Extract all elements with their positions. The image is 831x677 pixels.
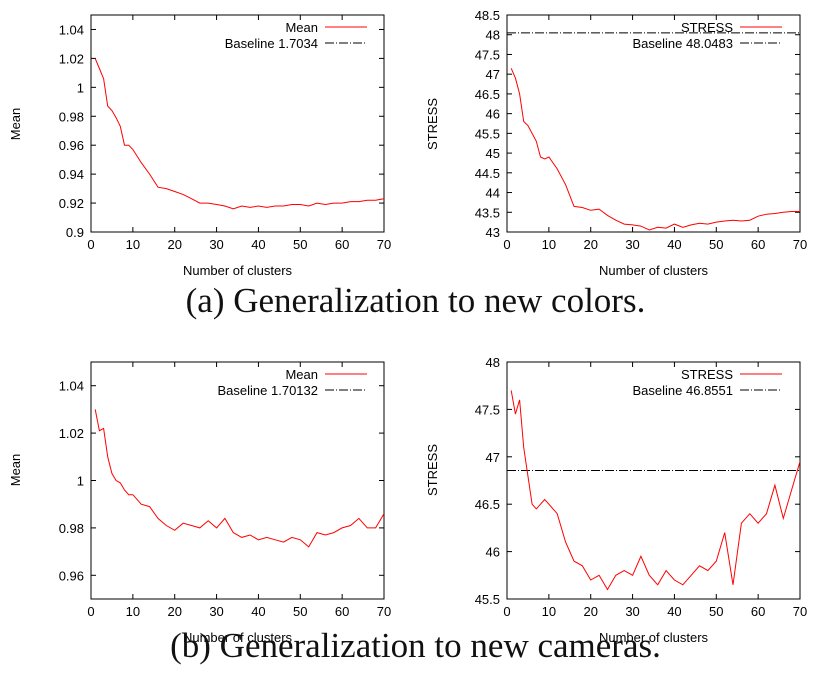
legend-series-label: STRESS [681,367,733,382]
y-tick-label: 0.96 [59,568,84,583]
x-tick-label: 50 [293,237,307,252]
y-tick-label: 1.02 [59,51,84,66]
y-tick-label: 45.5 [475,126,500,141]
x-tick-label: 20 [583,237,597,252]
y-tick-label: 1.04 [59,22,84,37]
x-tick-label: 10 [542,237,556,252]
legend-baseline-label: Baseline 46.8551 [633,383,733,398]
y-tick-label: 47 [486,67,500,82]
caption-b: (b) Generalization to new cameras. [170,626,661,665]
legend-baseline-label: Baseline 1.70132 [218,383,318,398]
y-tick-label: 43.5 [475,205,500,220]
y-tick-label: 45 [486,146,500,161]
y-tick-label: 0.9 [66,225,84,240]
y-tick-label: 46 [486,545,500,560]
x-tick-label: 20 [583,604,597,619]
x-tick-label: 70 [377,604,391,619]
y-tick-label: 48.5 [475,8,500,23]
x-axis-label: Number of clusters [599,263,709,278]
y-tick-label: 0.98 [59,521,84,536]
x-tick-label: 20 [167,237,181,252]
series-line-stress [510,68,800,231]
caption-a: (a) Generalization to new colors. [185,281,646,320]
y-tick-label: 48 [486,355,500,370]
x-tick-label: 10 [126,604,140,619]
y-tick-label: 43 [486,225,500,240]
y-tick-label: 1 [77,474,84,489]
x-tick-label: 40 [251,604,265,619]
x-tick-label: 30 [625,237,639,252]
y-tick-label: 44.5 [475,166,500,181]
x-axis-label: Number of clusters [599,630,709,645]
y-axis-label: STRESS [425,98,440,150]
y-tick-label: 0.96 [59,138,84,153]
y-tick-label: 1.04 [59,379,84,394]
y-axis-label: Mean [8,454,23,487]
x-tick-label: 20 [167,604,181,619]
x-tick-label: 50 [709,604,723,619]
x-tick-label: 40 [667,604,681,619]
y-tick-label: 46 [486,107,500,122]
series-line-mean [94,58,384,210]
y-tick-label: 44 [486,186,500,201]
y-tick-label: 1.02 [59,426,84,441]
legend-series-label: STRESS [681,20,733,35]
y-tick-label: 0.94 [59,167,84,182]
series-line-stress [510,390,800,591]
x-tick-label: 30 [209,604,223,619]
chart-2: 0 10 20 30 40 50 60 70 43 43.5 44 44.5 45 45.5 46 46.5 4… [425,8,807,278]
x-tick-label: 30 [209,237,223,252]
y-axis-label: Mean [8,108,23,141]
x-tick-label: 70 [793,604,807,619]
x-tick-label: 0 [87,237,94,252]
y-tick-label: 47.5 [475,47,500,62]
x-axis-label: Number of clusters [183,263,293,278]
y-tick-label: 46.5 [475,497,500,512]
chart-4: 0 10 20 30 40 50 60 70 45.5 46 46.5 47 47.5 48 Number … [425,355,807,645]
y-tick-label: 0.98 [59,109,84,124]
x-tick-label: 0 [503,604,510,619]
x-tick-label: 10 [126,237,140,252]
chart-3: 0 10 20 30 40 50 60 70 0.96 0.98 1 1.02 1.04 Number o… [8,361,391,645]
y-tick-label: 45.5 [475,592,500,607]
x-tick-label: 60 [335,604,349,619]
x-tick-label: 70 [793,237,807,252]
x-tick-label: 10 [542,604,556,619]
y-tick-label: 1 [77,80,84,95]
x-tick-label: 60 [751,604,765,619]
series-line-mean [94,409,384,548]
x-tick-label: 40 [251,237,265,252]
legend-baseline-label: Baseline 48.0483 [633,36,733,51]
x-tick-label: 30 [625,604,639,619]
legend-series-label: Mean [285,20,318,35]
x-tick-label: 0 [87,604,94,619]
x-tick-label: 0 [503,237,510,252]
x-tick-label: 60 [751,237,765,252]
y-tick-label: 47.5 [475,402,500,417]
y-tick-label: 0.92 [59,196,84,211]
x-tick-label: 50 [293,604,307,619]
x-tick-label: 50 [709,237,723,252]
x-axis-label: Number of clusters [183,630,293,645]
x-tick-label: 60 [335,237,349,252]
chart-1: 0 10 20 30 40 50 60 70 0.9 0.92 0.94 0.96 0.98 1 1.02 1… [8,14,391,278]
y-tick-label: 48 [486,28,500,43]
plot-frame [506,361,801,600]
y-tick-label: 47 [486,450,500,465]
x-tick-label: 40 [667,237,681,252]
plot-frame [506,14,801,233]
x-tick-label: 70 [377,237,391,252]
legend-series-label: Mean [285,367,318,382]
y-axis-label: STRESS [425,444,440,496]
plot-frame [90,14,385,233]
y-tick-label: 46.5 [475,87,500,102]
legend-baseline-label: Baseline 1.7034 [225,36,318,51]
